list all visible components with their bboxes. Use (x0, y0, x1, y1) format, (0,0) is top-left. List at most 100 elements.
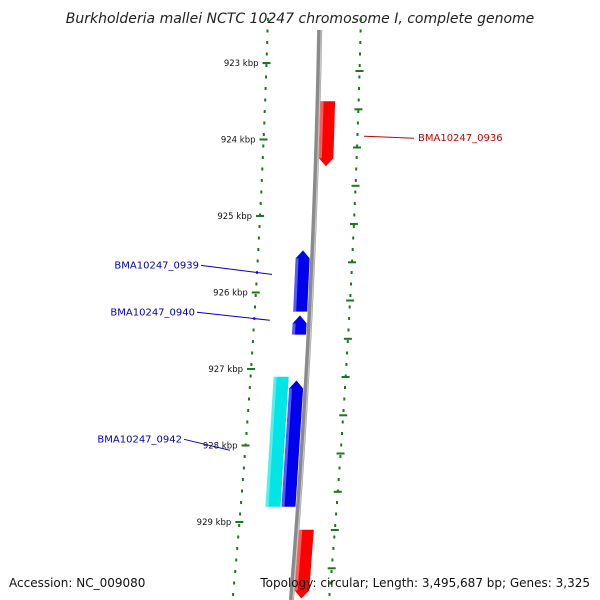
outer-ring-dash (350, 223, 358, 225)
outer-ring-dot (355, 168, 357, 171)
genome-summary-text: Topology: circular; Length: 3,495,687 bp… (259, 576, 590, 590)
outer-ring-dash (334, 491, 342, 493)
outer-ring-dash (337, 453, 345, 455)
kbp-tick-label: 923 kbp (224, 59, 259, 69)
outer-ring-dash (339, 414, 347, 416)
inner-ring-dot (246, 432, 248, 435)
inner-ring-dot (262, 156, 264, 159)
kbp-tick-mark (256, 215, 264, 217)
inner-ring-dot (252, 340, 254, 343)
gene-track (266, 101, 336, 598)
inner-ring-dot (266, 53, 268, 56)
kbp-tick-mark (263, 62, 271, 64)
outer-ring-dot (340, 444, 342, 447)
gene-shade (292, 323, 296, 334)
inner-ring-dot (267, 18, 269, 21)
gene-label-bma10247-0940[interactable]: BMA10247_0940 (110, 307, 195, 318)
inner-ring-dot (266, 41, 268, 44)
map-title: Burkholderia mallei NCTC 10247 chromosom… (66, 11, 535, 27)
outer-ring-dot (360, 30, 362, 33)
outer-ring-dot (348, 329, 350, 332)
gene-label-bma10247-0939[interactable]: BMA10247_0939 (114, 260, 199, 271)
inner-ring-dot (267, 30, 269, 33)
kbp-tick-mark (235, 521, 243, 523)
inner-ring-dot (236, 547, 238, 550)
inner-ring-dot (243, 467, 245, 470)
outer-ring-dot (354, 202, 356, 205)
inner-ring-dot (254, 306, 256, 309)
outer-ring-dot (352, 237, 354, 240)
inner-ring-dot (249, 386, 251, 389)
outer-ring-dash (328, 567, 336, 569)
kbp-ticks: 923 kbp924 kbp925 kbp926 kbp927 kbp928 k… (197, 59, 271, 528)
outer-ring-dot (345, 363, 347, 366)
inner-ring-dot (265, 76, 267, 79)
outer-ring-dot (359, 53, 361, 56)
outer-ring-dot (357, 122, 359, 125)
outer-ring-dot (359, 64, 361, 67)
outer-ring-dash (352, 185, 360, 187)
kbp-tick-label: 928 kbp (203, 442, 238, 452)
inner-ring-dot (259, 225, 261, 228)
inner-ring-dot (265, 87, 267, 90)
outer-ring-dot (356, 156, 358, 159)
kbp-tick-label: 926 kbp (213, 289, 248, 299)
outer-ring-dot (349, 294, 351, 297)
inner-ring-dot (258, 237, 260, 240)
kbp-tick-label: 925 kbp (217, 212, 252, 222)
gene-label-leader (364, 136, 414, 138)
inner-ring-dot (237, 536, 239, 539)
outer-ring-dot (341, 432, 343, 435)
outer-ring-dot (357, 133, 359, 136)
outer-ring-dot (332, 547, 334, 550)
outer-ring-dot (331, 570, 333, 573)
kbp-tick-label: 924 kbp (221, 136, 256, 146)
inner-ring-dot (239, 513, 241, 516)
inner-ring-dot (241, 490, 243, 493)
outer-ring-dot (353, 225, 355, 228)
inner-ring-dot (263, 133, 265, 136)
outer-ring-dot (349, 306, 351, 309)
inner-ring-dot (240, 501, 242, 504)
inner-ring-dot (263, 122, 265, 125)
inner-ring-dot (260, 202, 262, 205)
outer-ring-dot (347, 340, 349, 343)
outer-ring-dot (355, 179, 357, 182)
gene-label-leader (201, 265, 272, 274)
outer-ring-dot (343, 409, 345, 412)
inner-ring-dot (238, 524, 240, 527)
kbp-tick-label: 929 kbp (197, 518, 232, 528)
outer-ring-dot (357, 110, 359, 113)
kbp-tick-mark (242, 445, 250, 447)
inner-ring-dot (244, 455, 246, 458)
gene-label-bma10247-0942[interactable]: BMA10247_0942 (97, 434, 182, 445)
outer-ring-dot (336, 501, 338, 504)
outer-ring-dash (353, 147, 361, 149)
inner-ring-dot (247, 409, 249, 412)
outer-ring-dot (353, 214, 355, 217)
outer-ring-dot (358, 99, 360, 102)
inner-ring-dot (260, 191, 262, 194)
outer-ring-dot (339, 455, 341, 458)
inner-ring-dot (232, 593, 234, 596)
outer-ring-dot (358, 76, 360, 79)
kbp-tick-mark (260, 139, 268, 141)
outer-ring-dot (354, 191, 356, 194)
inner-ring-dot (248, 398, 250, 401)
outer-ring-dot (339, 467, 341, 470)
inner-ring-dot (257, 248, 259, 251)
outer-ring-dot (352, 248, 354, 251)
outer-ring-dash (344, 338, 352, 340)
inner-ring-dot (250, 375, 252, 378)
gene-label-bma10247-0936[interactable]: BMA10247_0936 (418, 133, 503, 144)
inner-ring-dot (235, 559, 237, 562)
outer-ring-dash (356, 70, 364, 72)
inner-ring-dot (255, 283, 257, 286)
inner-ring-dot (242, 478, 244, 481)
inner-ring-dot (261, 168, 263, 171)
chromosome-backbone (291, 30, 319, 600)
inner-ring-dot (255, 294, 257, 297)
outer-ring-dot (331, 559, 333, 562)
kbp-tick-mark (252, 292, 260, 294)
